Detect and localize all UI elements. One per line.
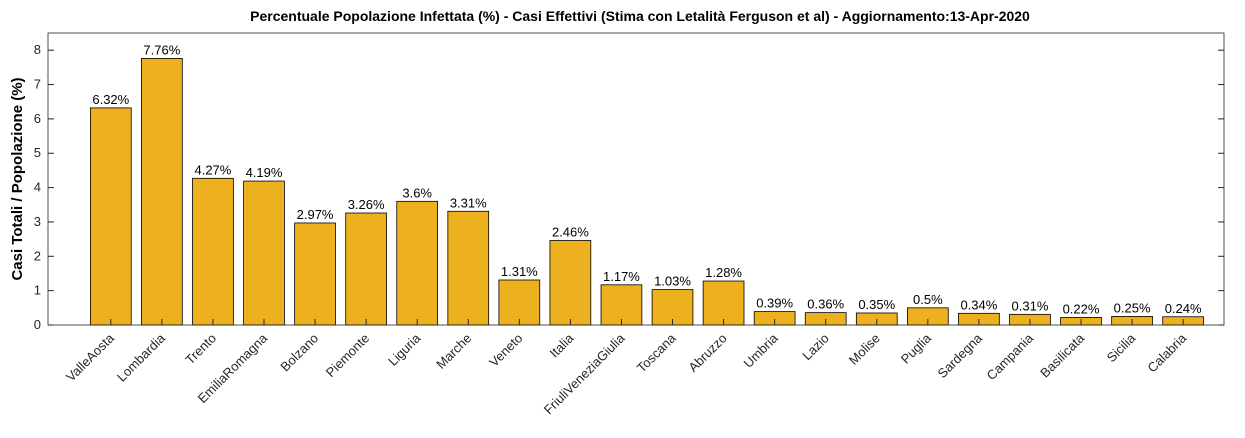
value-label: 0.36%	[807, 297, 844, 312]
bar	[294, 222, 336, 326]
y-tick-label: 2	[34, 248, 41, 263]
x-tick-label: Marche	[433, 331, 474, 372]
y-tick-label: 5	[34, 145, 41, 160]
value-label: 0.22%	[1063, 301, 1100, 316]
axes-box	[47, 32, 1225, 326]
chart-title: Percentuale Popolazione Infettata (%) - …	[250, 8, 1030, 24]
value-label: 3.6%	[402, 185, 432, 200]
value-label: 0.24%	[1165, 301, 1202, 316]
x-tick-label: ValleAosta	[63, 330, 117, 384]
value-label: 3.26%	[348, 197, 385, 212]
y-tick-label: 7	[34, 77, 41, 92]
x-tick-label: Italia	[546, 330, 577, 361]
x-tick-label: Veneto	[486, 331, 525, 370]
x-tick-label: Trento	[182, 331, 219, 368]
value-label: 4.19%	[246, 165, 283, 180]
value-label: 3.31%	[450, 195, 487, 210]
bar	[447, 210, 490, 326]
bar	[600, 284, 643, 326]
value-label: 1.28%	[705, 265, 742, 280]
bar	[396, 200, 439, 326]
x-tick-label: Molise	[846, 331, 883, 368]
value-label: 0.31%	[1012, 298, 1049, 313]
y-axis-label: Casi Totali / Popolazione (%)	[9, 77, 26, 280]
value-label: 0.39%	[756, 296, 793, 311]
y-tick-label: 0	[34, 317, 41, 332]
y-tick-label: 8	[34, 42, 41, 57]
x-tick-label: Liguria	[385, 330, 424, 369]
bar	[345, 212, 387, 326]
y-tick-label: 4	[34, 180, 41, 195]
value-label: 0.35%	[858, 297, 895, 312]
x-tick-label: Sardegna	[935, 330, 986, 381]
bar	[702, 280, 745, 326]
x-tick-label: Abruzzo	[685, 331, 729, 375]
value-label: 2.46%	[552, 224, 589, 239]
bar	[498, 279, 541, 326]
x-tick-label: Puglia	[898, 330, 935, 367]
x-tick-label: Lombardia	[114, 330, 169, 385]
bar	[89, 107, 132, 326]
x-tick-label: Campania	[984, 330, 1037, 383]
y-tick-label: 6	[34, 111, 41, 126]
value-label: 1.03%	[654, 274, 691, 289]
bar	[243, 180, 285, 326]
value-label: 4.27%	[194, 162, 231, 177]
bar	[141, 58, 183, 326]
y-tick-label: 3	[34, 214, 41, 229]
x-tick-label: Umbria	[741, 330, 782, 371]
value-label: 1.17%	[603, 269, 640, 284]
value-label: 0.25%	[1114, 300, 1151, 315]
value-label: 7.76%	[143, 42, 180, 57]
x-tick-label: Calabria	[1144, 330, 1189, 375]
x-tick-label: Bolzano	[277, 331, 321, 375]
y-tick-label: 1	[34, 283, 41, 298]
x-tick-label: Basilicata	[1037, 330, 1087, 380]
bar	[549, 240, 592, 326]
value-label: 1.31%	[501, 264, 538, 279]
x-tick-label: Piemonte	[323, 331, 372, 380]
value-label: 2.97%	[297, 207, 334, 222]
x-tick-label: Toscana	[634, 330, 679, 375]
value-label: 6.32%	[92, 92, 129, 107]
value-label: 0.34%	[960, 297, 997, 312]
value-label: 0.5%	[913, 292, 943, 307]
bar	[192, 177, 234, 326]
x-tick-label: Sicilia	[1104, 330, 1139, 365]
x-tick-label: Lazio	[799, 331, 832, 364]
